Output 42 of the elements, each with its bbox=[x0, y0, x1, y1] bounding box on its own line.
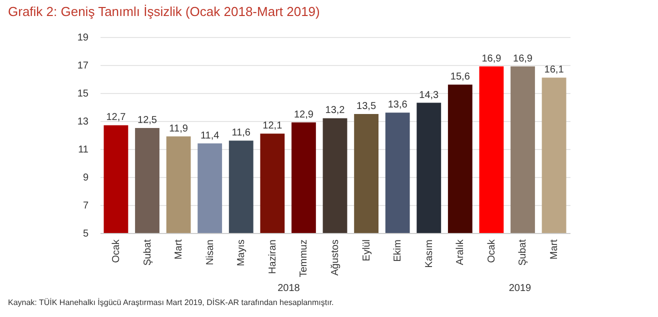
x-tick-label: Şubat bbox=[518, 239, 529, 266]
data-label: 12,5 bbox=[138, 115, 158, 126]
data-label: 16,9 bbox=[482, 53, 502, 64]
x-tick-label: Haziran bbox=[267, 240, 278, 274]
text: 2019 bbox=[508, 283, 532, 294]
data-label: 12,1 bbox=[262, 120, 283, 132]
data-label: 11,4 bbox=[200, 130, 220, 142]
x-tick-label: Temmuz bbox=[298, 240, 310, 278]
text: Kaynak: TÜİK Hanehalkı İşgücü Araştırması Mart 2019, DİSK-AR tarafından hesaplanmıştır. bbox=[8, 298, 334, 307]
x-tick-label: Ağustos bbox=[330, 240, 341, 276]
data-label: 11,6 bbox=[232, 128, 251, 139]
x-tick-label: Aralık bbox=[455, 238, 466, 266]
data-label: 13,2 bbox=[325, 105, 346, 116]
x-tick-label: Eylül bbox=[361, 240, 372, 262]
data-label: 14,3 bbox=[419, 90, 440, 101]
x-tick-label: Mart bbox=[174, 239, 185, 260]
y-tick-label: 15 bbox=[77, 88, 89, 100]
data-label: 13,5 bbox=[356, 101, 376, 112]
data-label: 16,1 bbox=[544, 64, 564, 76]
x-tick-label: Mayıs bbox=[236, 240, 248, 266]
text: 2018 bbox=[278, 283, 300, 294]
x-tick-label: Kasım bbox=[424, 240, 435, 268]
data-label: 13,6 bbox=[388, 100, 408, 111]
data-label: 16,9 bbox=[513, 53, 533, 64]
data-label: 12,7 bbox=[106, 112, 126, 124]
x-tick-label: Ocak bbox=[486, 238, 498, 263]
x-tick-label: Şubat bbox=[142, 239, 154, 266]
y-tick-label: 11 bbox=[78, 144, 89, 156]
x-tick-label: Nisan bbox=[204, 240, 216, 266]
x-tick-label: Ocak bbox=[110, 238, 122, 263]
y-tick-label: 5 bbox=[82, 228, 89, 240]
y-tick-label: 19 bbox=[77, 32, 89, 44]
y-tick-label: 13 bbox=[77, 116, 89, 128]
data-label: 15,6 bbox=[450, 72, 470, 83]
y-tick-label: 9 bbox=[82, 172, 89, 184]
data-label: 11,9 bbox=[169, 123, 188, 134]
x-tick-label: Ekim bbox=[392, 240, 404, 262]
data-label: 12,9 bbox=[294, 109, 314, 120]
x-tick-label: Mart bbox=[549, 239, 560, 260]
y-tick-label: 7 bbox=[82, 200, 89, 212]
y-tick-label: 17 bbox=[77, 60, 89, 72]
chart-title: Grafik 2: Geniş Tanımlı İşsizlik (Ocak 2018-Mart 2019) bbox=[8, 4, 320, 19]
